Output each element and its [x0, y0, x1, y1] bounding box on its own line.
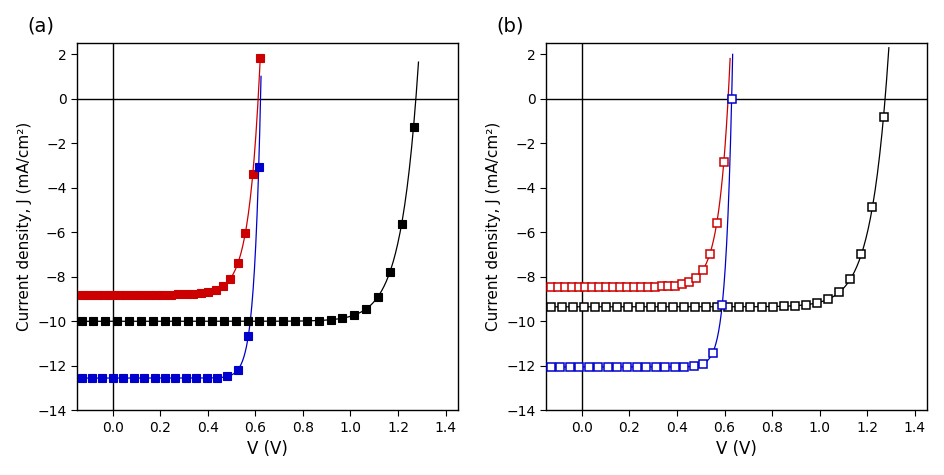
Text: (a): (a): [27, 17, 55, 36]
Y-axis label: Current density, J (mA/cm²): Current density, J (mA/cm²): [17, 122, 32, 331]
X-axis label: V (V): V (V): [246, 440, 288, 458]
Text: (b): (b): [497, 17, 524, 36]
Y-axis label: Current density, J (mA/cm²): Current density, J (mA/cm²): [486, 122, 501, 331]
X-axis label: V (V): V (V): [716, 440, 757, 458]
